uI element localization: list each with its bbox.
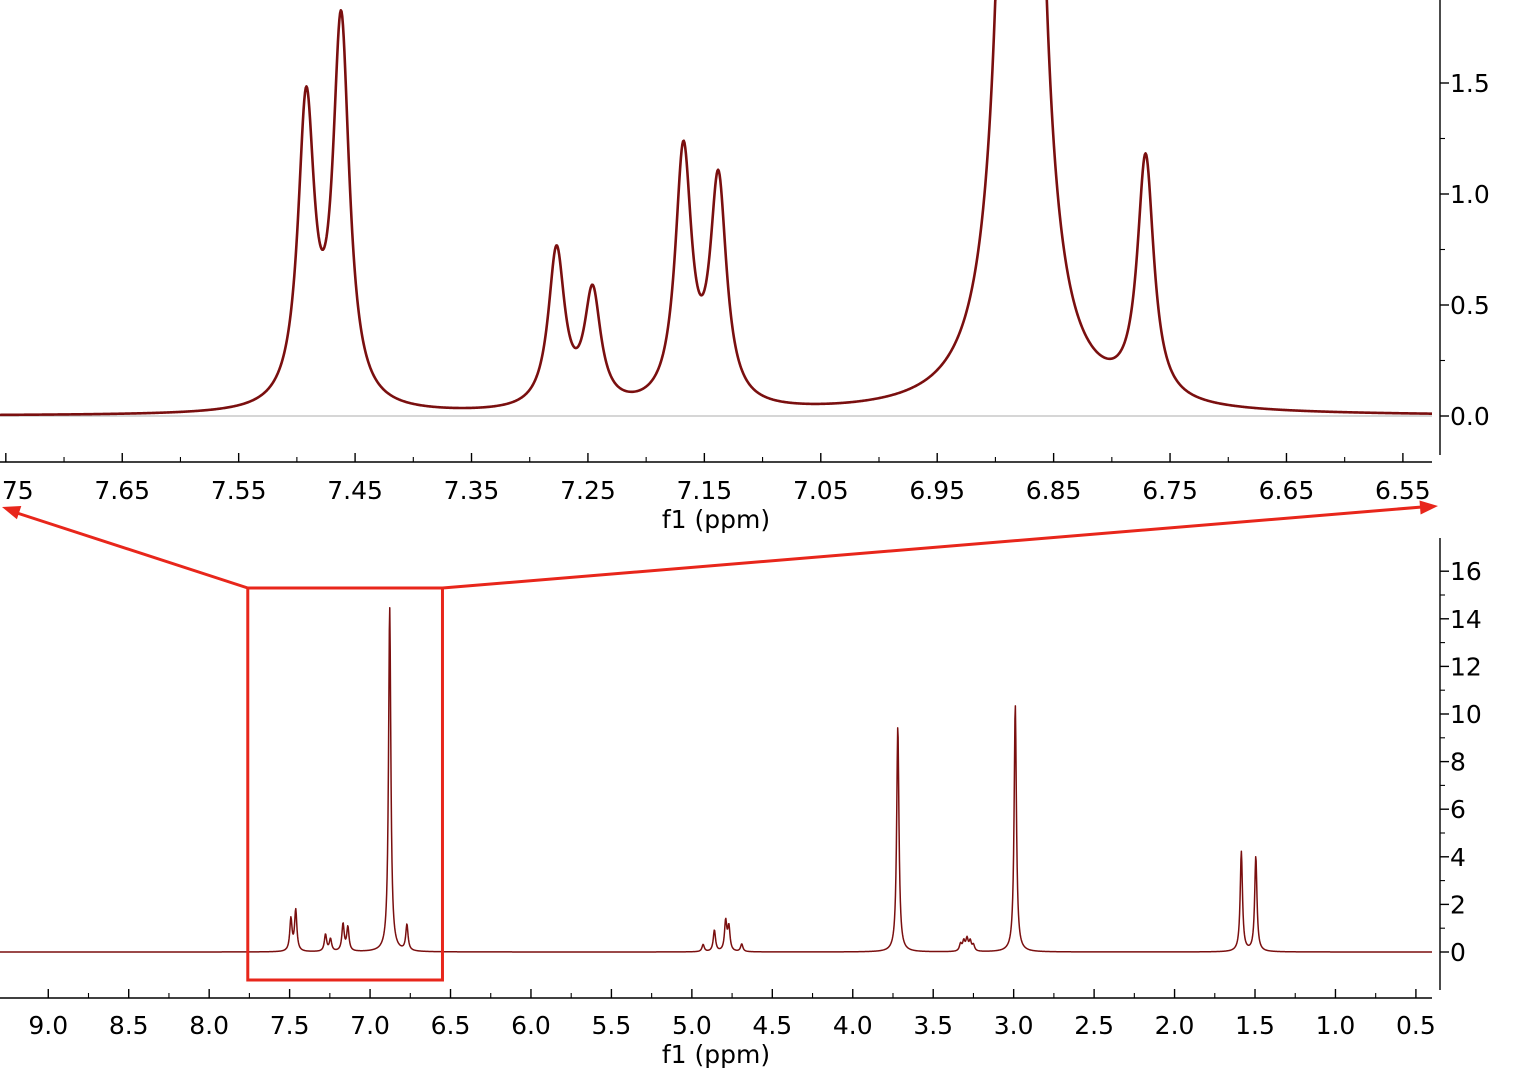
full-x-tick-label: 3.0 bbox=[994, 1011, 1034, 1040]
zoom-spectrum-panel: 7.75 7.65 7.55 7.45 7.35 7.25 7.15 7.05 6.95 6.85… bbox=[0, 0, 1490, 534]
zoom-arrow-right bbox=[442, 505, 1423, 590]
zoom-y-tick-label: 0.5 bbox=[1450, 291, 1490, 320]
full-x-tick-label: 7.0 bbox=[350, 1011, 390, 1040]
full-x-tick-label: 9.0 bbox=[28, 1011, 68, 1040]
arrowhead-right-icon bbox=[1419, 500, 1438, 515]
full-x-tick-label: 5.5 bbox=[592, 1011, 632, 1040]
zoom-y-tick-label: 1.5 bbox=[1450, 69, 1490, 98]
full-x-tick-label: 6.5 bbox=[431, 1011, 471, 1040]
full-x-tick-label: 4.5 bbox=[752, 1011, 792, 1040]
full-x-tick-label: 5.0 bbox=[672, 1011, 712, 1040]
zoom-x-tick-label: 6.65 bbox=[1259, 476, 1315, 505]
zoom-y-tick-label: 0.0 bbox=[1450, 402, 1490, 431]
zoom-x-axis-title: f1 (ppm) bbox=[662, 505, 770, 534]
zoom-x-tick-label: 7.65 bbox=[94, 476, 150, 505]
full-y-tick-label: 16 bbox=[1450, 557, 1482, 586]
zoom-region-box bbox=[246, 586, 444, 982]
full-y-tick-label: 0 bbox=[1450, 938, 1466, 967]
full-x-tick-label: 8.5 bbox=[109, 1011, 149, 1040]
full-y-tick-label: 8 bbox=[1450, 748, 1466, 777]
zoom-arrow-left bbox=[13, 510, 249, 590]
arrowhead-left-icon bbox=[2, 506, 22, 520]
full-x-tick-label: 1.0 bbox=[1316, 1011, 1356, 1040]
full-y-axis-ticks: 0 2 4 6 8 10 12 14 16 bbox=[1440, 557, 1482, 967]
full-y-tick-label: 10 bbox=[1450, 700, 1482, 729]
full-y-tick-label: 14 bbox=[1450, 605, 1482, 634]
zoom-region-annotation bbox=[2, 500, 1438, 982]
zoom-x-axis-ticks: 7.75 7.65 7.55 7.45 7.35 7.25 7.15 7.05 6.95 6.85… bbox=[0, 453, 1431, 505]
zoom-x-tick-label: 7.75 bbox=[0, 476, 34, 505]
zoom-x-tick-label: 7.25 bbox=[560, 476, 616, 505]
full-y-tick-label: 2 bbox=[1450, 890, 1466, 919]
zoom-x-tick-label: 6.95 bbox=[909, 476, 965, 505]
zoom-x-tick-label: 6.75 bbox=[1142, 476, 1198, 505]
full-spectrum-panel: 9.0 8.5 8.0 7.5 7.0 6.5 6.0 5.5 5.0 4.5 4.0 3.5 3.0 2… bbox=[0, 538, 1482, 1069]
full-x-tick-label: 3.5 bbox=[913, 1011, 953, 1040]
zoom-x-tick-label: 7.05 bbox=[793, 476, 849, 505]
full-x-tick-label: 1.5 bbox=[1235, 1011, 1275, 1040]
zoom-spectrum-trace bbox=[0, 0, 1433, 417]
full-x-tick-label: 2.5 bbox=[1074, 1011, 1114, 1040]
full-x-tick-label: 7.5 bbox=[270, 1011, 310, 1040]
full-x-tick-label: 2.0 bbox=[1155, 1011, 1195, 1040]
full-spectrum-trace bbox=[0, 606, 1433, 953]
zoom-x-tick-label: 6.55 bbox=[1375, 476, 1431, 505]
zoom-x-tick-label: 7.15 bbox=[677, 476, 733, 505]
zoom-x-tick-label: 7.35 bbox=[444, 476, 500, 505]
full-x-axis-ticks: 9.0 8.5 8.0 7.5 7.0 6.5 6.0 5.5 5.0 4.5 4.0 3.5 3.0 2… bbox=[28, 989, 1436, 1040]
zoom-x-tick-label: 7.55 bbox=[211, 476, 267, 505]
zoom-y-tick-label: 1.0 bbox=[1450, 180, 1490, 209]
full-x-tick-label: 4.0 bbox=[833, 1011, 873, 1040]
full-y-tick-label: 12 bbox=[1450, 652, 1482, 681]
zoom-y-axis-ticks: 0.0 0.5 1.0 1.5 bbox=[1440, 69, 1490, 431]
full-x-tick-label: 0.5 bbox=[1396, 1011, 1436, 1040]
full-x-tick-label: 6.0 bbox=[511, 1011, 551, 1040]
full-y-tick-label: 6 bbox=[1450, 795, 1466, 824]
zoom-x-tick-label: 7.45 bbox=[327, 476, 383, 505]
full-y-tick-label: 4 bbox=[1450, 843, 1466, 872]
zoom-x-tick-label: 6.85 bbox=[1026, 476, 1082, 505]
full-x-tick-label: 8.0 bbox=[189, 1011, 229, 1040]
full-x-axis-title: f1 (ppm) bbox=[662, 1040, 770, 1069]
